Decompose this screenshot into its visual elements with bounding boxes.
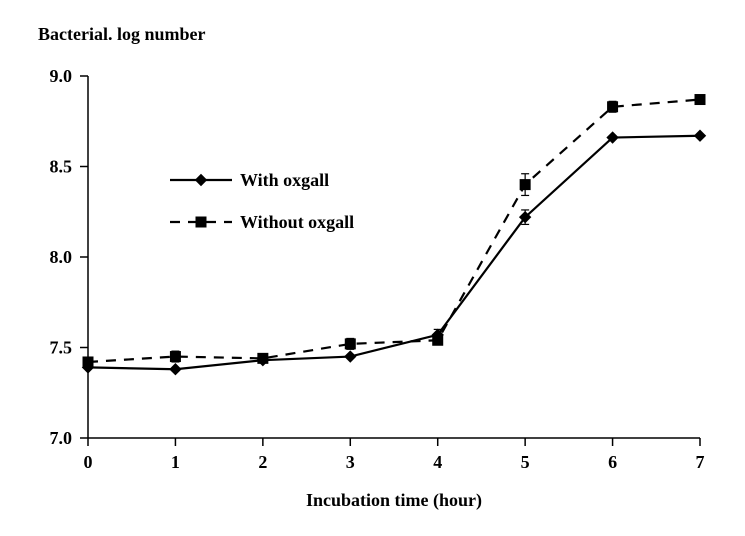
series-line: [88, 136, 700, 369]
square-marker: [695, 95, 705, 105]
legend-label: With oxgall: [240, 170, 329, 190]
y-tick-label: 7.5: [50, 338, 73, 358]
series-with_oxgall: [83, 130, 706, 374]
y-tick-label: 7.0: [50, 428, 73, 448]
square-marker: [170, 352, 180, 362]
diamond-marker: [196, 175, 207, 186]
diamond-marker: [695, 130, 706, 141]
axes-group: 7.0 7.5 8.0 8.5 9.0 0 1 2 3 4 5 6 7: [50, 66, 705, 472]
square-marker: [345, 339, 355, 349]
square-marker: [258, 353, 268, 363]
x-tick-label: 1: [171, 452, 180, 472]
y-tick-label: 9.0: [50, 66, 73, 86]
diamond-marker: [170, 364, 181, 375]
legend-item: Without oxgall: [170, 212, 354, 232]
y-tick-label: 8.5: [50, 157, 73, 177]
legend-label: Without oxgall: [240, 212, 354, 232]
square-marker: [520, 180, 530, 190]
square-marker: [83, 357, 93, 367]
y-axis-title: Bacterial. log number: [38, 24, 205, 44]
line-chart: Bacterial. log number 7.0 7.5 8.0 8.5 9.0 0 1 2…: [0, 0, 745, 536]
diamond-marker: [345, 351, 356, 362]
x-tick-label: 4: [433, 452, 442, 472]
x-tick-label: 6: [608, 452, 617, 472]
legend-item: With oxgall: [170, 170, 329, 190]
chart-container: Bacterial. log number 7.0 7.5 8.0 8.5 9.0 0 1 2…: [0, 0, 745, 536]
x-tick-label: 2: [258, 452, 267, 472]
square-marker: [433, 335, 443, 345]
legend: With oxgall Without oxgall: [170, 170, 354, 232]
square-marker: [196, 217, 206, 227]
x-tick-label: 3: [346, 452, 355, 472]
x-tick-label: 7: [696, 452, 705, 472]
square-marker: [608, 102, 618, 112]
x-tick-label: 0: [84, 452, 93, 472]
series-group: [83, 95, 706, 375]
y-tick-label: 8.0: [50, 247, 73, 267]
x-axis-title: Incubation time (hour): [306, 490, 482, 511]
x-tick-label: 5: [521, 452, 530, 472]
